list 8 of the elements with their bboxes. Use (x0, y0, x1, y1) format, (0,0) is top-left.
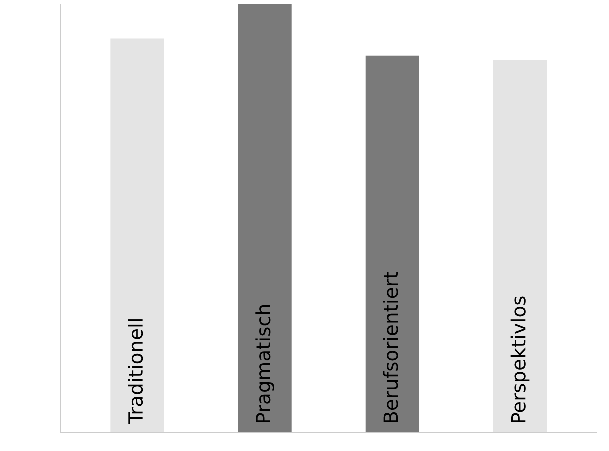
bar (493, 60, 548, 433)
x-tick-label: Perspektivlos (510, 296, 530, 422)
bar (110, 38, 164, 433)
bar (238, 4, 292, 433)
x-tick-label: Berufsorientiert (383, 272, 398, 422)
x-tick-label: Pragmatisch (256, 305, 274, 422)
x-tick-label: Traditionell (128, 320, 144, 424)
bar (366, 56, 420, 433)
